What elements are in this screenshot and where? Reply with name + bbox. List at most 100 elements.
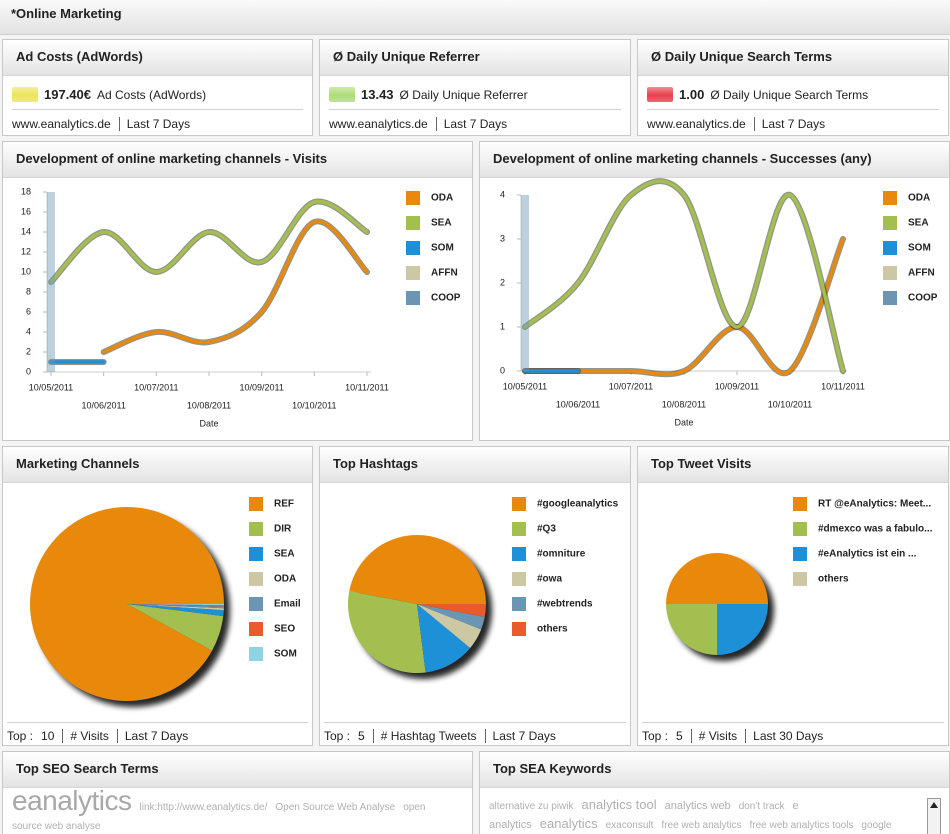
kpi-footer: www.eanalytics.de Last 7 Days bbox=[12, 117, 191, 131]
x-tick-label: 10/05/2011 bbox=[503, 381, 547, 391]
legend-swatch bbox=[883, 266, 897, 280]
tag: Open Source Web Analyse bbox=[275, 802, 396, 813]
tag-cloud: alternative zu piwik analytics tool analyt… bbox=[489, 796, 925, 834]
legend-swatch bbox=[249, 547, 263, 561]
pie-slice bbox=[666, 604, 717, 655]
panel: Top SEA Keywords alternative zu piwik anal… bbox=[479, 751, 950, 834]
panel-title: Top SEA Keywords bbox=[480, 752, 949, 788]
y-tick-label: 6 bbox=[26, 306, 31, 316]
pie-slice bbox=[127, 604, 224, 609]
y-tick-label: 0 bbox=[26, 366, 31, 376]
kpi-swatch bbox=[647, 87, 673, 102]
tag: free web analytics bbox=[661, 820, 742, 831]
x-tick-label: 10/11/2011 bbox=[821, 381, 865, 391]
legend-swatch bbox=[406, 291, 420, 305]
legend-label: RT @eAnalytics: Meet... bbox=[818, 499, 931, 510]
tag: alternative zu piwik bbox=[489, 801, 574, 812]
pie-slice bbox=[348, 591, 426, 673]
legend-swatch bbox=[512, 497, 526, 511]
y-tick-label: 10 bbox=[21, 266, 31, 276]
legend-swatch bbox=[883, 216, 897, 230]
panel-footer: Top : 5 # Hashtag Tweets Last 7 Days bbox=[324, 729, 556, 743]
legend-swatch bbox=[512, 597, 526, 611]
legend-swatch bbox=[883, 291, 897, 305]
legend-label: #webtrends bbox=[537, 599, 593, 610]
kpi-value: 197.40€ bbox=[44, 87, 91, 102]
legend-label: SEA bbox=[908, 218, 929, 229]
legend-swatch bbox=[249, 572, 263, 586]
kpi-period: Last 7 Days bbox=[753, 117, 826, 131]
footer-period: Last 30 Days bbox=[745, 729, 824, 743]
footer-rule bbox=[7, 722, 308, 723]
kpi-row: 13.43 Ø Daily Unique Referrer bbox=[329, 87, 621, 110]
page-title: *Online Marketing bbox=[11, 6, 122, 21]
legend-label: #dmexco was a fabulo... bbox=[818, 524, 933, 535]
bar bbox=[521, 195, 529, 371]
footer-period: Last 7 Days bbox=[116, 729, 189, 743]
y-tick-label: 16 bbox=[21, 206, 31, 216]
tag-cloud: eanalytics link:http://www.eanalytics.de/… bbox=[12, 787, 448, 834]
legend-swatch bbox=[883, 241, 897, 255]
panel: Top Hashtags #googleanalytics #Q3 #omniture… bbox=[319, 446, 631, 746]
panel-title: Ø Daily Unique Search Terms bbox=[638, 40, 948, 76]
line bbox=[49, 199, 369, 284]
pie-slice bbox=[29, 507, 224, 701]
y-tick-label: 3 bbox=[500, 233, 505, 243]
legend-label: SEA bbox=[274, 549, 295, 560]
tag: analytics tool bbox=[581, 797, 657, 812]
legend-label: ODA bbox=[908, 193, 930, 204]
kpi-footer: www.eanalytics.de Last 7 Days bbox=[647, 117, 826, 131]
legend-swatch bbox=[512, 572, 526, 586]
tag: analytics web bbox=[664, 800, 731, 812]
y-tick-label: 8 bbox=[26, 286, 31, 296]
pie-slice bbox=[417, 604, 471, 673]
tag: google analytics alternative bbox=[861, 820, 892, 831]
panel: Top SEO Search Terms eanalytics link:http:… bbox=[2, 751, 473, 834]
kpi-link: www.eanalytics.de bbox=[329, 117, 428, 131]
legend-label: REF bbox=[274, 499, 294, 510]
y-tick-label: 2 bbox=[26, 346, 31, 356]
kpi-link: www.eanalytics.de bbox=[647, 117, 746, 131]
tag: exaconsult bbox=[605, 820, 654, 831]
pie-slice bbox=[417, 604, 485, 630]
kpi-swatch bbox=[329, 87, 355, 102]
kpi-row: 1.00 Ø Daily Unique Search Terms bbox=[647, 87, 939, 110]
legend-label: SOM bbox=[274, 649, 297, 660]
logo: eanalytics bbox=[12, 785, 132, 816]
line bbox=[523, 179, 845, 373]
legend-swatch bbox=[406, 216, 420, 230]
panel: Ad Costs (AdWords) 197.40€ Ad Costs (AdWor… bbox=[2, 39, 313, 136]
panel-title: Top Hashtags bbox=[320, 447, 630, 483]
panel-title: Marketing Channels bbox=[3, 447, 312, 483]
legend: ODA SEA SOM AFFN COOP bbox=[406, 191, 461, 305]
x-tick-label: 10/08/2011 bbox=[662, 399, 706, 409]
line-shadow bbox=[48, 198, 371, 285]
bar bbox=[47, 192, 55, 372]
legend-swatch bbox=[512, 547, 526, 561]
panel-title: Top Tweet Visits bbox=[638, 447, 948, 483]
panel-title: Ad Costs (AdWords) bbox=[3, 40, 312, 76]
legend-swatch bbox=[406, 191, 420, 205]
line bbox=[101, 219, 369, 354]
x-axis-label: Date bbox=[200, 418, 219, 428]
legend-swatch bbox=[793, 522, 807, 536]
legend: ODA SEA SOM AFFN COOP bbox=[883, 191, 938, 305]
legend-label: AFFN bbox=[431, 268, 458, 279]
line bbox=[523, 237, 845, 376]
legend-label: #Q3 bbox=[537, 524, 556, 535]
footer-top-label: Top : bbox=[642, 729, 669, 743]
x-tick-label: 10/11/2011 bbox=[345, 382, 389, 392]
legend-swatch bbox=[793, 572, 807, 586]
panel: Ø Daily Unique Search Terms 1.00 Ø Daily U… bbox=[637, 39, 949, 136]
panel-title: Top SEO Search Terms bbox=[3, 752, 472, 788]
kpi-footer: www.eanalytics.de Last 7 Days bbox=[329, 117, 508, 131]
legend-swatch bbox=[793, 547, 807, 561]
legend-swatch bbox=[249, 597, 263, 611]
footer-rule bbox=[642, 722, 944, 723]
panel: Development of online marketing channels… bbox=[479, 141, 950, 441]
y-tick-label: 4 bbox=[500, 189, 505, 199]
panel: Marketing Channels REF DIR SEA ODA Email SEO SO… bbox=[2, 446, 313, 746]
pie-slice bbox=[127, 604, 224, 607]
panel-title: Development of online marketing channels… bbox=[3, 142, 472, 178]
pie-slice bbox=[127, 604, 224, 617]
